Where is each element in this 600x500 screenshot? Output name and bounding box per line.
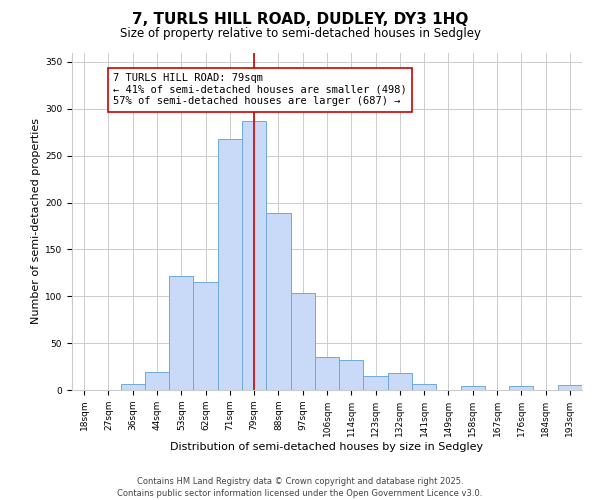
Bar [509,386,533,390]
Bar [558,386,582,390]
Text: Size of property relative to semi-detached houses in Sedgley: Size of property relative to semi-detach… [119,28,481,40]
Bar [145,372,169,390]
Bar [412,384,436,390]
Bar [388,373,412,390]
Bar [169,276,193,390]
Bar [218,138,242,390]
Bar [461,386,485,390]
Bar [193,282,218,390]
Bar [290,294,315,390]
Bar [266,213,290,390]
X-axis label: Distribution of semi-detached houses by size in Sedgley: Distribution of semi-detached houses by … [170,442,484,452]
Bar [121,384,145,390]
Text: 7 TURLS HILL ROAD: 79sqm
← 41% of semi-detached houses are smaller (498)
57% of : 7 TURLS HILL ROAD: 79sqm ← 41% of semi-d… [113,73,407,106]
Bar [364,376,388,390]
Y-axis label: Number of semi-detached properties: Number of semi-detached properties [31,118,41,324]
Bar [242,121,266,390]
Text: Contains HM Land Registry data © Crown copyright and database right 2025.
Contai: Contains HM Land Registry data © Crown c… [118,476,482,498]
Text: 7, TURLS HILL ROAD, DUDLEY, DY3 1HQ: 7, TURLS HILL ROAD, DUDLEY, DY3 1HQ [132,12,468,28]
Bar [315,357,339,390]
Bar [339,360,364,390]
